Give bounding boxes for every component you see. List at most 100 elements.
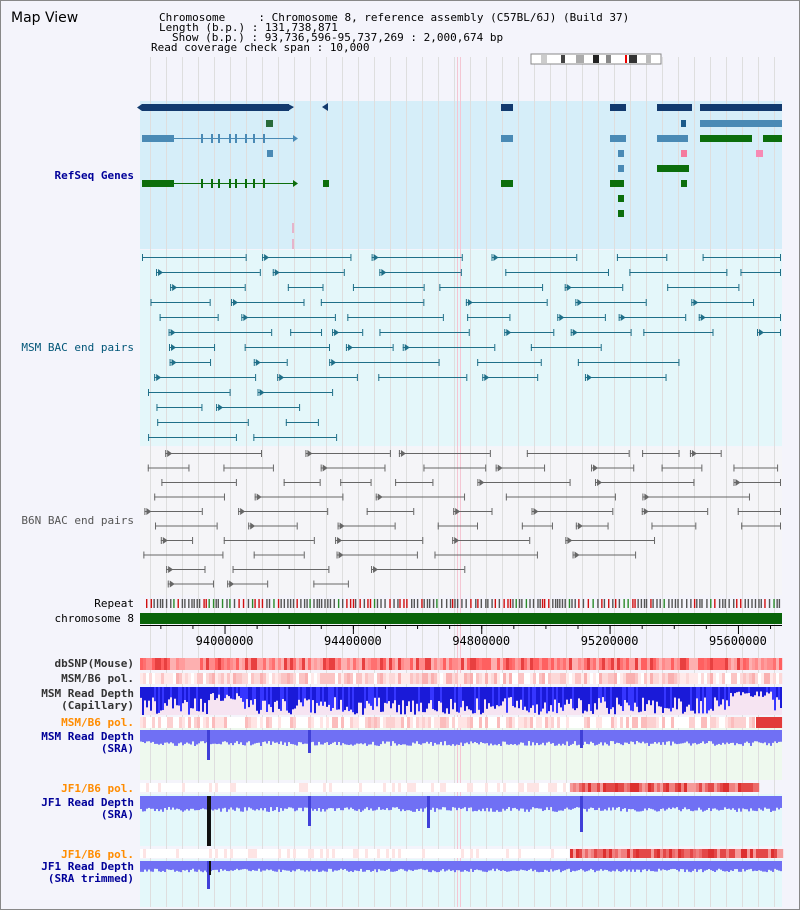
jf1-b6-pol2-cell <box>428 849 432 858</box>
jf1-trim-depth-bar <box>636 861 638 870</box>
msm-sra-depth-bar <box>384 730 386 744</box>
jf1-sra-depth-bar <box>190 796 192 809</box>
jf1-sra-depth-bar <box>462 796 464 809</box>
msm-b6-pol-cell <box>245 673 249 684</box>
jf1-trim-depth-bar <box>612 861 614 871</box>
jf1-trim-depth-bar <box>774 861 776 869</box>
repeat-mark <box>623 599 625 608</box>
jf1-trim-depth-bar <box>562 861 564 871</box>
jf1-b6-pol2-cell <box>521 849 525 858</box>
msm-sra-depth-bar <box>566 730 568 742</box>
jf1-sra-depth-bar <box>730 796 732 810</box>
axis-tick-label: 94000000 <box>196 634 254 648</box>
jf1-b6-pol-cell <box>275 783 279 792</box>
msm-b6-pol-cell <box>608 673 612 684</box>
msm-b6-pol2-cell <box>464 717 468 728</box>
msm-sra-depth-bar <box>336 730 338 746</box>
jf1-b6-pol-cell <box>380 783 384 792</box>
msm-sra-depth-bar <box>536 730 538 743</box>
jf1-trim-depth-bar <box>184 861 186 871</box>
jf1-sra-depth-bar <box>420 796 422 809</box>
msm-sra-depth-bar <box>286 730 288 746</box>
jf1-b6-pol-cell <box>720 783 724 792</box>
jf1-b6-pol-cell <box>272 783 276 792</box>
jf1-trim-depth-bar <box>558 861 560 870</box>
jf1-sra-depth-bar <box>550 796 552 808</box>
repeat-mark <box>150 599 153 608</box>
dbsnp-cell <box>539 658 543 670</box>
msm-sra-depth-bar <box>770 730 772 746</box>
msm-sra-depth-bar <box>348 730 350 746</box>
jf1-sra-depth-bar <box>708 796 710 809</box>
repeat-mark <box>242 599 245 608</box>
jf1-trim-depth-bar <box>760 861 762 871</box>
jf1-b6-pol-cell <box>485 783 489 792</box>
msm-b6-pol2-cell <box>578 717 582 728</box>
repeat-mark <box>247 599 250 608</box>
jf1-trim-depth-bar <box>312 861 314 872</box>
msm-b6-pol-cell <box>224 673 228 684</box>
repeat-mark <box>320 599 323 608</box>
msm-cap-depth-bar <box>670 687 672 712</box>
msm-cap-depth-bar <box>426 687 428 709</box>
jf1-sra-depth-bar <box>650 796 652 809</box>
msm-sra-depth-bar <box>724 730 726 745</box>
msm-sra-depth-bar <box>766 730 768 746</box>
msm-sra-depth-bar <box>636 730 638 742</box>
msm-cap-depth-bar <box>764 687 766 696</box>
jf1-sra-depth-bar <box>466 796 468 812</box>
jf1-b6-pol-cell <box>473 783 477 792</box>
jf1-sra-depth-bar <box>182 796 184 812</box>
msm-sra-depth-bar <box>428 730 430 744</box>
refseq-exon <box>766 120 782 127</box>
jf1-trim-depth-bar <box>682 861 684 870</box>
msm-b6-pol-cell <box>665 673 669 684</box>
msm-cap-depth-bar <box>532 687 534 706</box>
jf1-trim-depth-bar <box>160 861 162 872</box>
dbsnp-cell <box>284 658 288 670</box>
dbsnp-cell <box>455 658 459 670</box>
msm-cap-depth-bar <box>284 687 286 702</box>
repeat-mark <box>509 599 512 608</box>
msm-b6-pol2-cell <box>659 717 663 728</box>
msm-cap-depth-bar <box>492 687 494 707</box>
refseq-genes-label[interactable]: RefSeq Genes <box>54 169 134 182</box>
jf1-trim-depth-bar <box>404 861 406 871</box>
msm-b6-pol2-cell <box>521 717 525 728</box>
jf1-sra-depth-bar <box>538 796 540 809</box>
jf1-sra-depth-bar <box>374 796 376 811</box>
msm-cap-depth-bar <box>666 687 668 709</box>
msm-cap-depth-bar <box>386 687 388 704</box>
msm-cap-depth-bar <box>704 687 706 698</box>
jf1-sra-depth-bar <box>518 796 520 811</box>
jf1-b6-pol-cell <box>290 783 294 792</box>
repeat-mark <box>389 599 391 608</box>
msm-b6-pol2-cell <box>320 717 324 728</box>
msm-sra-depth-bar <box>366 730 368 746</box>
jf1-sra-depth-bar <box>306 796 308 808</box>
jf1-sra-depth-bar <box>544 796 546 811</box>
jf1-b6-pol2-cell <box>756 849 760 858</box>
msm-b6-pol2-cell <box>725 717 729 728</box>
msm-sra-depth-bar <box>232 730 234 746</box>
repeat-mark <box>718 599 721 608</box>
msm-sra-depth-bar <box>606 730 608 745</box>
msm-b6-pol2-cell <box>311 717 315 728</box>
jf1-b6-pol-cell <box>248 783 252 792</box>
b6n-bac-label[interactable]: B6N BAC end pairs <box>21 514 134 527</box>
repeat-mark <box>597 599 599 608</box>
jf1-b6-pol-cell <box>398 783 402 792</box>
msm-cap-depth-bar <box>380 687 382 712</box>
msm-bac-pair-arrow <box>572 329 578 336</box>
dbsnp-cell <box>608 658 612 670</box>
jf1-sra-depth-bar <box>290 796 292 808</box>
msm-b6-pol2-cell <box>326 717 330 728</box>
jf1-sra-depth-bar <box>728 796 730 809</box>
msm-bac-pair-arrow <box>218 404 224 411</box>
msm-b6-pol-cell <box>329 673 333 684</box>
msm-bac-label[interactable]: MSM BAC end pairs <box>21 341 134 354</box>
dbsnp-cell <box>362 658 366 670</box>
msm-cap-depth-bar <box>428 687 430 704</box>
jf1-sra-depth-bar <box>236 796 238 808</box>
jf1-b6-pol-cell <box>672 783 676 792</box>
